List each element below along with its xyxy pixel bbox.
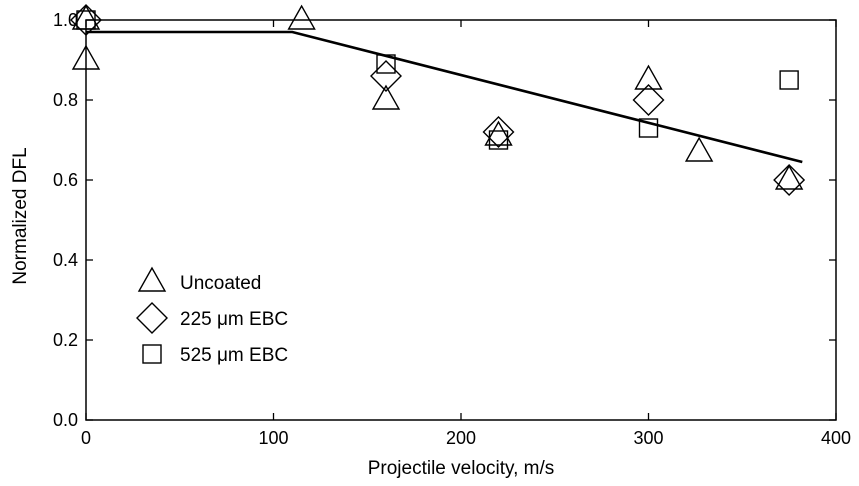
triangle-marker: [371, 84, 401, 110]
data-markers: [70, 4, 806, 196]
y-tick-label: 0.0: [53, 410, 78, 430]
triangle-marker: [484, 120, 513, 146]
triangle-marker: [71, 44, 101, 70]
square-marker: [376, 54, 396, 74]
square-marker: [638, 118, 659, 138]
square-marker: [76, 10, 96, 30]
legend-label: 525 μm EBC: [180, 345, 288, 366]
axis-ticks: [85, 19, 837, 421]
y-tick-label: 0.6: [53, 170, 78, 190]
x-tick-label: 400: [821, 428, 851, 448]
diamond-marker: [773, 164, 806, 196]
legend-label: 225 μm EBC: [180, 309, 288, 330]
y-axis-title: Normalized DFL: [10, 147, 31, 284]
legend-triangle-marker: [137, 266, 167, 292]
triangle-marker: [774, 164, 804, 190]
y-tick-label: 1.0: [53, 10, 78, 30]
y-tick-label: 0.8: [53, 90, 78, 110]
diamond-marker: [370, 60, 402, 92]
diamond-marker: [482, 116, 515, 148]
legend: Uncoated 225 μm EBC 525 μm EBC: [136, 266, 288, 366]
triangle-marker: [684, 136, 714, 162]
legend-label: Uncoated: [180, 273, 261, 294]
triangle-marker: [634, 64, 663, 90]
fit-line: [86, 30, 803, 164]
diamond-marker: [70, 4, 102, 36]
x-tick-label: 0: [81, 428, 91, 448]
diamond-marker: [632, 84, 665, 116]
x-axis-title: Projectile velocity, m/s: [368, 458, 555, 479]
y-tick-label: 0.2: [53, 330, 78, 350]
legend-square-marker: [142, 344, 162, 364]
tick-labels: 0 100 200 300 400 0.0 0.2 0.4 0.6 0.8 1.0: [53, 10, 851, 448]
square-marker: [488, 130, 509, 150]
x-tick-label: 200: [446, 428, 476, 448]
x-tick-label: 300: [633, 428, 663, 448]
triangle-marker: [287, 4, 316, 30]
y-tick-label: 0.4: [53, 250, 78, 270]
legend-diamond-marker: [136, 302, 168, 334]
x-tick-label: 100: [258, 428, 288, 448]
square-marker: [779, 70, 799, 90]
